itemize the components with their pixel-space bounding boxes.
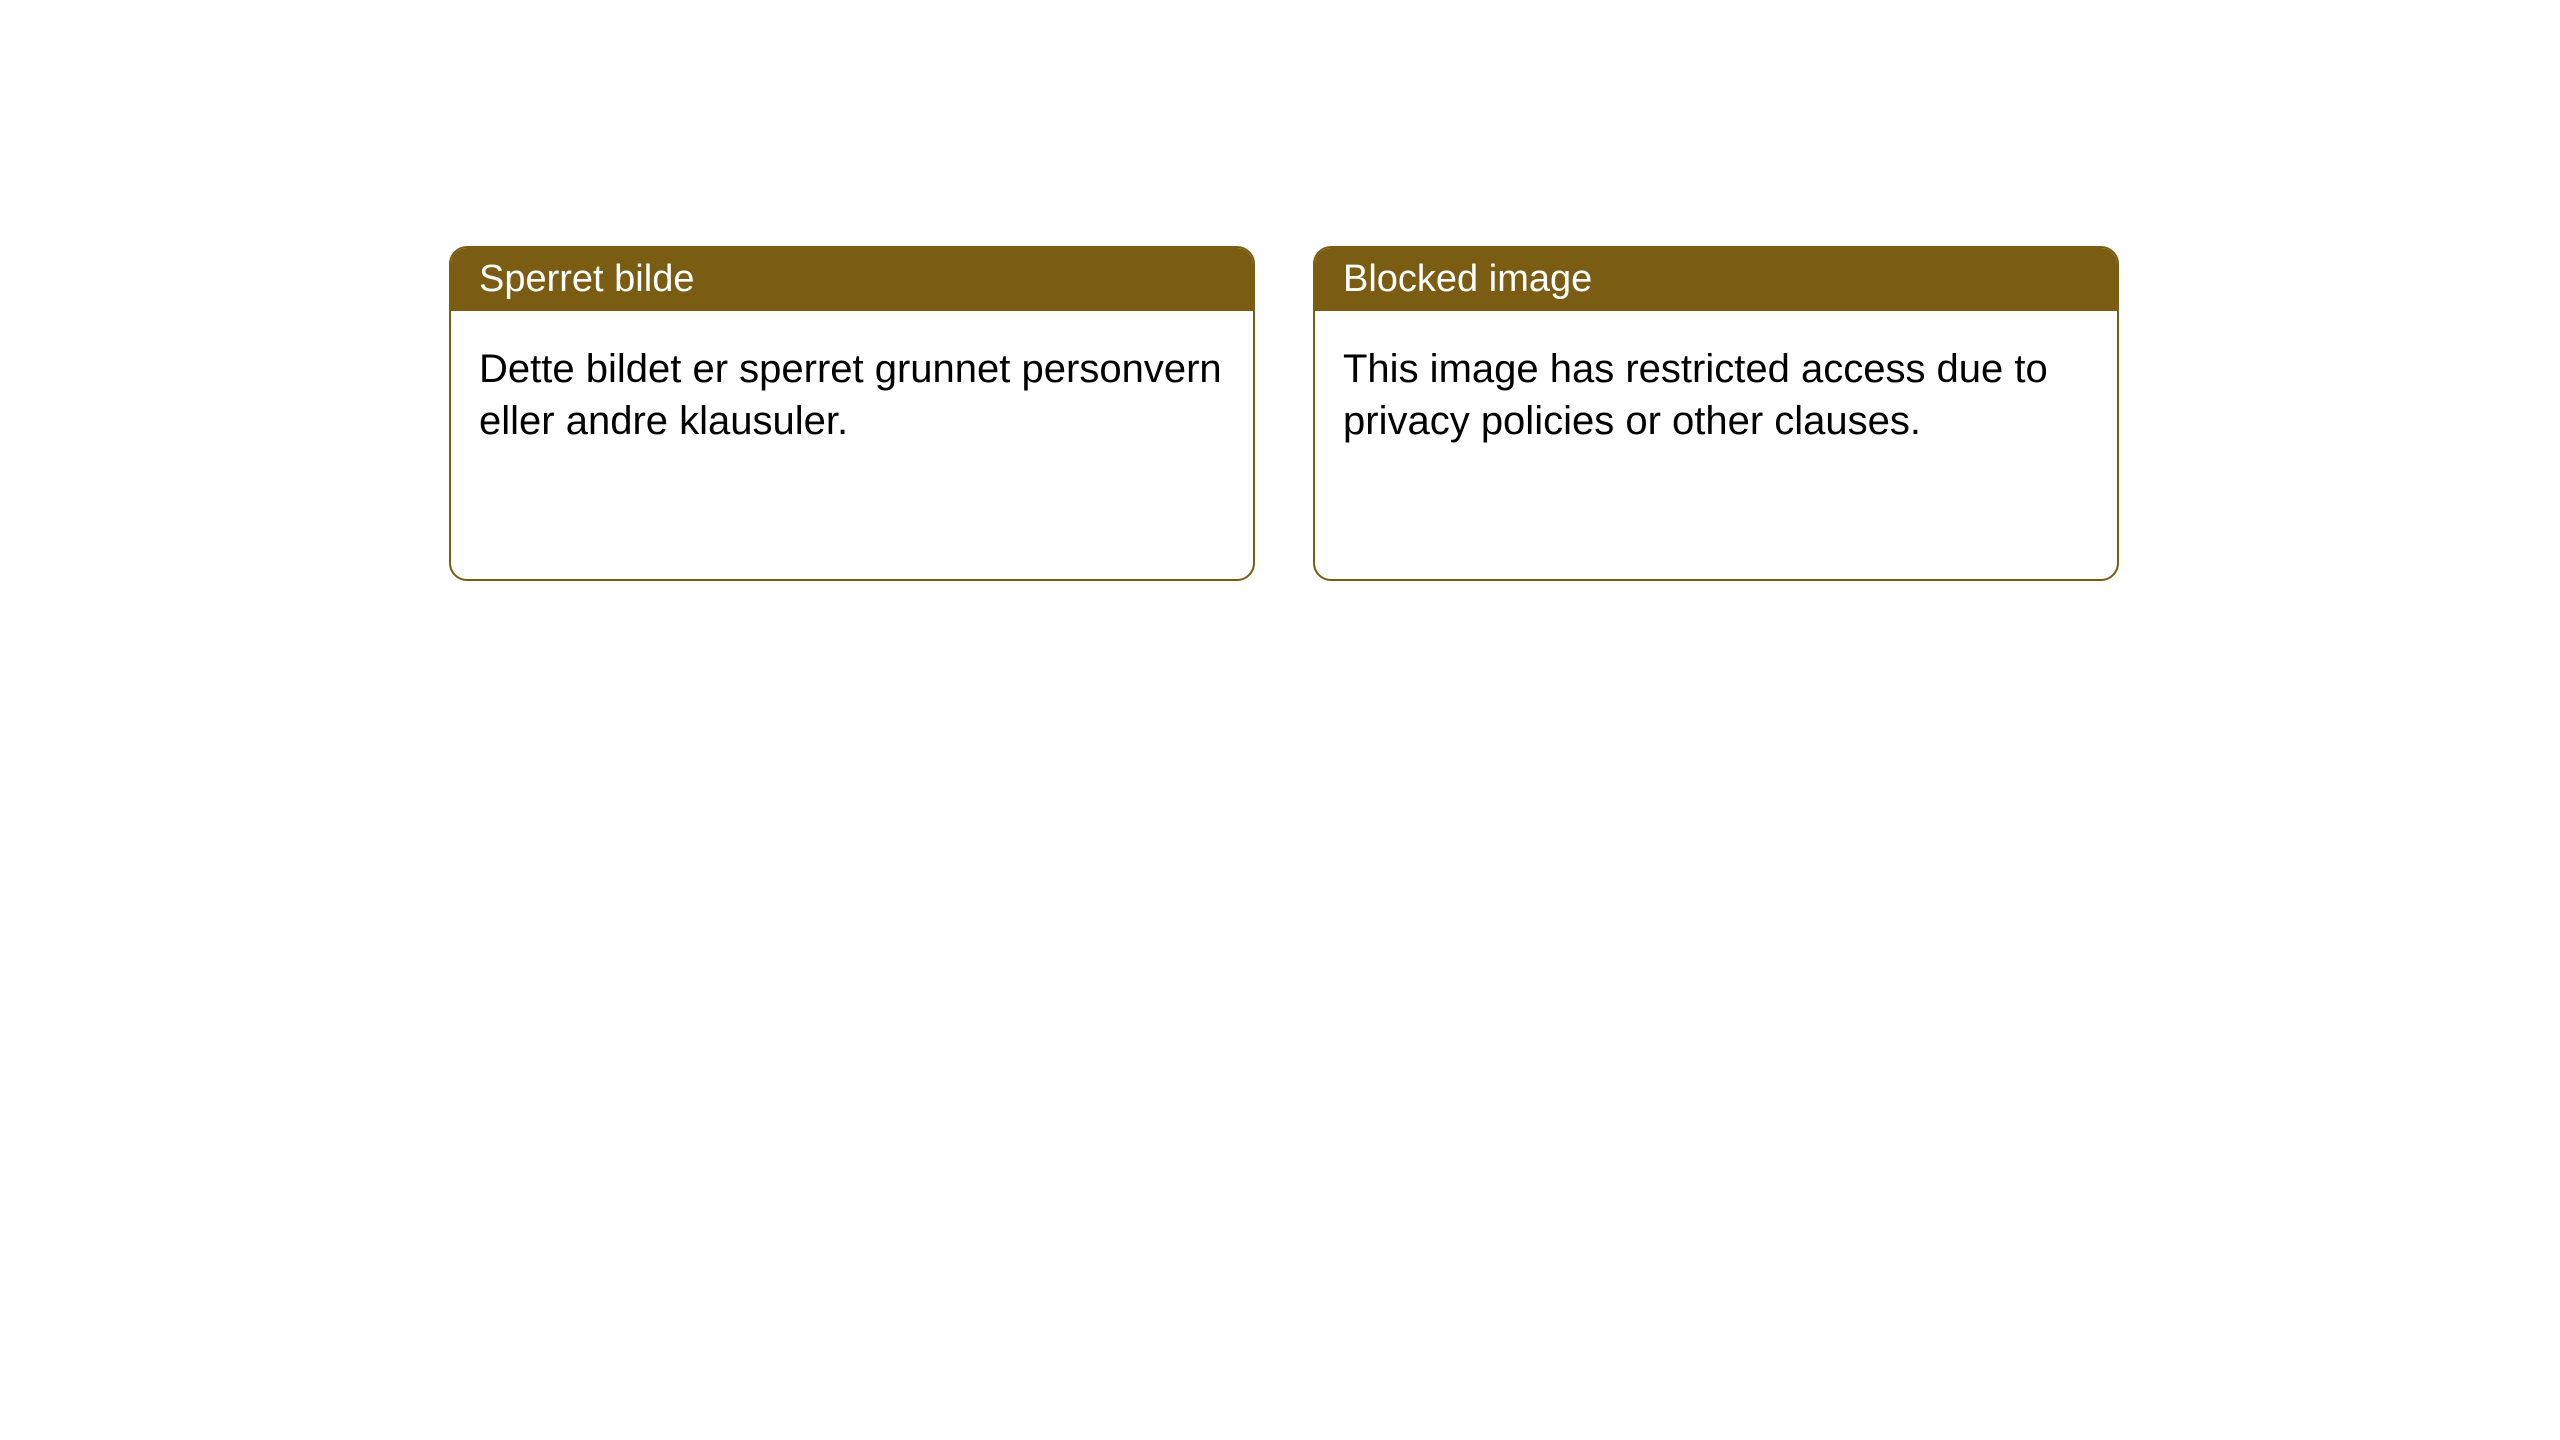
card-title: Blocked image [1315,248,2117,311]
blocked-image-card-norwegian: Sperret bilde Dette bildet er sperret gr… [449,246,1255,581]
blocked-image-notices: Sperret bilde Dette bildet er sperret gr… [0,0,2560,581]
card-body-text: This image has restricted access due to … [1315,311,2117,479]
card-title: Sperret bilde [451,248,1253,311]
card-body-text: Dette bildet er sperret grunnet personve… [451,311,1253,479]
blocked-image-card-english: Blocked image This image has restricted … [1313,246,2119,581]
